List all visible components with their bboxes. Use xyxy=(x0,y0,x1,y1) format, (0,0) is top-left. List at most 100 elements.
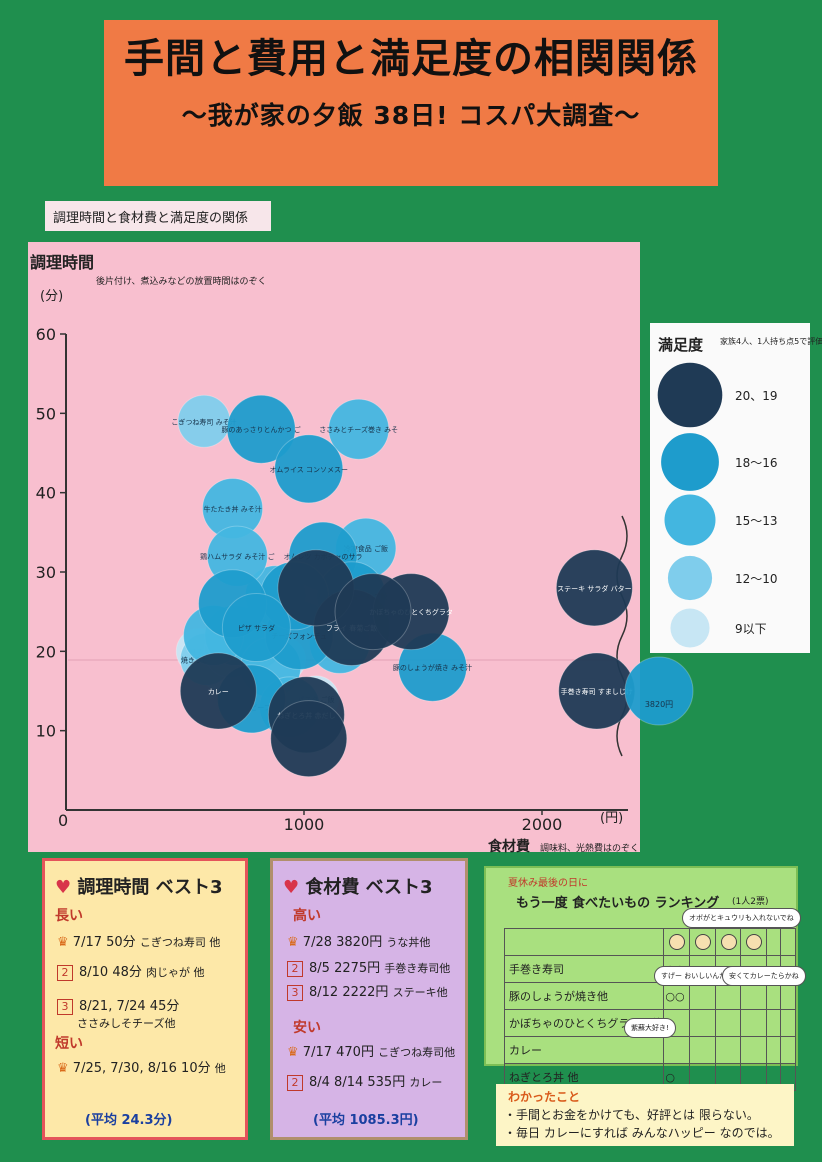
findings-line-2: ・毎日 カレーにすれば みんなハッピー なのでは。 xyxy=(504,1126,780,1140)
face-icon xyxy=(746,934,763,950)
food-cost-best3-panel: ♥ 食材費 ベスト3 高い ♛ 7/28 3820円 うな丼他 2 8/5 227… xyxy=(270,858,468,1140)
data-point xyxy=(624,656,694,726)
data-point xyxy=(179,652,257,730)
cost-average: (平均 1085.3円) xyxy=(313,1113,419,1128)
face-icon xyxy=(669,934,686,950)
origin-label: 0 xyxy=(58,811,68,830)
x-axis-note: 調味料、光熱費はのぞく xyxy=(540,842,639,854)
point-label: かぼちゃのひとくちグラタ xyxy=(369,608,453,617)
cooking-time-best3-panel: ♥ 調理時間 ベスト3 長い ♛ 7/17 50分 こぎつね寿司 他 2 8/10… xyxy=(42,858,248,1140)
ranking-panel: 夏休み最後の日に もう一度 食べたいもの ランキング (1人2票) 手巻き寿司○… xyxy=(484,866,806,1091)
title-banner: 手間と費用と満足度の相関関係 〜我が家の夕飯 38日! コスパ大調査〜 xyxy=(104,20,718,186)
y-axis-note: 後片付け、煮込みなどの放置時間はのぞく xyxy=(96,275,267,287)
ranking-header-row xyxy=(503,928,796,956)
short-label: 短い xyxy=(55,1036,83,1052)
face-icon xyxy=(720,934,737,950)
cost-low-row-1: ♛ 7/17 470円 こぎつね寿司他 xyxy=(287,1045,456,1060)
point-label: ピザ サラダ xyxy=(238,624,275,633)
speech-bubble: 安くてカレーたらかね xyxy=(722,966,806,986)
scatter-chart: 調理時間 後片付け、煮込みなどの放置時間はのぞく (分) 0 (円) 食材費 調… xyxy=(30,253,822,855)
long-label: 長い xyxy=(55,908,83,924)
point-label: 冷凍食品 ご飯 xyxy=(344,544,388,553)
data-point xyxy=(555,549,633,627)
speech-bubble: オボがとキュウリも入れないでね xyxy=(682,908,801,928)
x-axis-unit: (円) xyxy=(600,811,623,826)
crown-icon: ♛ xyxy=(57,935,73,950)
cost-high-row-1: ♛ 7/28 3820円 うな丼他 xyxy=(287,935,431,950)
legend-title: 満足度 xyxy=(658,336,704,354)
legend-label: 18〜16 xyxy=(735,456,778,470)
legend-swatch xyxy=(670,608,710,648)
ranking-row: 豚のしょうが焼き他 ○○ xyxy=(503,982,796,1010)
point-label: 豚のしょうが焼き みそ汁 xyxy=(393,663,472,672)
legend-label: 12〜10 xyxy=(735,572,778,586)
data-point xyxy=(328,398,390,460)
legend-label: 9以下 xyxy=(735,622,767,636)
y-axis-label: 調理時間 xyxy=(30,253,94,272)
x-axis-label: 食材費 xyxy=(488,838,530,855)
point-label: ステーキ サラダ バター xyxy=(557,584,631,593)
ranking-header-small: 夏休み最後の日に xyxy=(508,878,588,889)
point-label: チーズフォンデュ xyxy=(271,631,327,640)
legend-swatch xyxy=(667,555,713,601)
y-tick-label: 40 xyxy=(36,484,56,503)
findings-line-1: ・手間とお金をかけても、好評とは 限らない。 xyxy=(504,1108,759,1122)
vote-mark: ○○ xyxy=(663,982,690,1010)
data-point xyxy=(221,593,291,663)
crown-icon: ♛ xyxy=(57,1061,73,1076)
poster-title: 手間と費用と満足度の相関関係 xyxy=(124,36,698,82)
low-label: 安い xyxy=(293,1020,321,1036)
cost-high-row-2: 2 8/5 2275円 手巻き寿司他 xyxy=(287,957,450,977)
y-tick-label: 20 xyxy=(36,642,56,661)
ranking-header-note: (1人2票) xyxy=(732,897,769,907)
vote-mark xyxy=(663,1036,690,1064)
time-panel-title: ♥ 調理時間 ベスト3 xyxy=(55,877,223,898)
x-tick-label: 2000 xyxy=(522,815,563,834)
outlier-label: 3820円 xyxy=(645,700,673,709)
cost-panel-title: ♥ 食材費 ベスト3 xyxy=(283,877,433,898)
point-label: 鶏ハムサラダ みそ汁 ご xyxy=(200,552,274,561)
y-tick-label: 60 xyxy=(36,325,56,344)
speech-bubble: 紫蘇大好き! xyxy=(624,1018,676,1038)
crown-icon: ♛ xyxy=(287,935,303,950)
ranking-table: 手巻き寿司○○ 豚のしょうが焼き他○○ かぼちゃのひとくちグラタン他○ カレー … xyxy=(503,928,796,1091)
legend-swatch xyxy=(657,362,723,428)
time-long-row-3: 3 8/21, 7/24 45分 ささみしそチーズ他 xyxy=(57,995,179,1031)
face-icon xyxy=(695,934,711,950)
time-long-row-1: ♛ 7/17 50分 こぎつね寿司 他 xyxy=(57,935,221,950)
y-tick-label: 30 xyxy=(36,563,56,582)
point-label: カレー xyxy=(208,688,229,696)
point-label: ささみとチーズ巻き みそ xyxy=(319,425,398,434)
cost-high-row-3: 3 8/12 2222円 ステーキ他 xyxy=(287,981,448,1001)
poster-subtitle: 〜我が家の夕飯 38日! コスパ大調査〜 xyxy=(181,101,641,130)
legend-swatch xyxy=(661,433,719,491)
point-label: オムライス コンソメスー xyxy=(270,466,348,474)
findings-panel: わかったこと ・手間とお金をかけても、好評とは 限らない。 ・毎日 カレーにすれ… xyxy=(496,1084,794,1146)
legend-label: 20、19 xyxy=(735,389,778,403)
legend-label: 15〜13 xyxy=(735,514,778,528)
point-label: こぎつね寿司 みそ汁 xyxy=(171,417,236,426)
data-point xyxy=(226,394,296,464)
y-tick-label: 50 xyxy=(36,404,56,423)
time-long-row-2: 2 8/10 48分 肉じゃが 他 xyxy=(57,961,205,981)
time-average: (平均 24.3分) xyxy=(85,1113,173,1128)
data-point xyxy=(334,573,412,651)
high-label: 高い xyxy=(293,908,321,924)
point-label: 牛たたき丼 みそ汁 xyxy=(203,505,261,514)
time-short-row-1: ♛ 7/25, 7/30, 8/16 10分 他 xyxy=(57,1061,226,1076)
legend-note: 家族4人、1人持ち点5で評価 xyxy=(720,336,822,346)
findings-title: わかったこと xyxy=(508,1090,581,1104)
data-point xyxy=(270,700,348,778)
ranking-header-main: もう一度 食べたいもの ランキング xyxy=(516,896,720,911)
data-point xyxy=(274,434,344,504)
crown-icon: ♛ xyxy=(287,1045,303,1060)
point-label: 手巻き寿司 すましじけ xyxy=(561,687,633,696)
legend-swatch xyxy=(664,494,716,546)
y-tick-label: 10 xyxy=(36,722,56,741)
ranking-row: カレー xyxy=(503,1036,796,1064)
y-axis-unit: (分) xyxy=(40,289,63,304)
point-label: 豚のあっさりとんかつ ご xyxy=(222,425,301,434)
x-tick-label: 1000 xyxy=(284,815,325,834)
chart-caption: 調理時間と食材費と満足度の関係 xyxy=(45,201,271,231)
cost-low-row-2: 2 8/4 8/14 535円 カレー xyxy=(287,1071,442,1091)
